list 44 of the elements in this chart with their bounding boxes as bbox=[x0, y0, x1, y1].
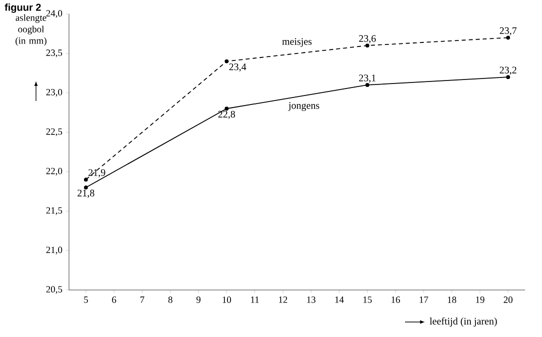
y-tick-label: 22,0 bbox=[46, 168, 62, 176]
data-label: 23,6 bbox=[359, 35, 376, 44]
x-tick-label: 5 bbox=[84, 296, 88, 303]
x-axis-title: leeftijd (in jaren) bbox=[430, 317, 497, 327]
data-label: 23,1 bbox=[359, 74, 376, 83]
x-tick-label: 8 bbox=[168, 296, 172, 303]
x-tick-label: 14 bbox=[335, 296, 344, 303]
data-label: 23,2 bbox=[500, 66, 516, 75]
x-tick-label: 18 bbox=[448, 296, 456, 303]
data-label: 21,8 bbox=[78, 190, 94, 198]
data-label: 23,4 bbox=[229, 64, 246, 72]
y-tick-label: 23,5 bbox=[46, 50, 62, 58]
chart-title: figuur 2 bbox=[4, 4, 41, 13]
data-label: 22,8 bbox=[218, 110, 236, 120]
point bbox=[365, 83, 370, 87]
point bbox=[365, 44, 370, 48]
x-tick-label: 11 bbox=[251, 296, 259, 303]
point bbox=[84, 186, 88, 190]
data-label: 23,7 bbox=[500, 27, 517, 36]
x-tick-label: 19 bbox=[476, 296, 484, 303]
point bbox=[84, 178, 88, 182]
point bbox=[506, 75, 510, 80]
x-tick-label: 15 bbox=[363, 296, 372, 303]
x-tick-label: 20 bbox=[504, 296, 512, 303]
x-tick-label: 16 bbox=[392, 296, 400, 303]
series-label: meisjes bbox=[282, 38, 312, 47]
x-tick-label: 10 bbox=[222, 296, 232, 303]
y-tick-label: 21,5 bbox=[46, 207, 62, 216]
y-tick-label: 20,5 bbox=[46, 286, 62, 294]
y-tick-label: 21,0 bbox=[46, 246, 62, 254]
series-label: jongens bbox=[288, 102, 320, 111]
y-axis-title: aslengte oogbol (in mm) bbox=[16, 14, 46, 46]
y-tick-label: 22,5 bbox=[46, 128, 62, 136]
point bbox=[224, 59, 229, 64]
x-tick-label: 9 bbox=[196, 296, 200, 303]
x-tick-label: 13 bbox=[307, 296, 316, 303]
y-tick-label: 24,0 bbox=[46, 10, 62, 18]
x-tick-label: 17 bbox=[420, 296, 428, 303]
data-label: 21,9 bbox=[88, 169, 106, 178]
point bbox=[506, 36, 510, 40]
x-tick-label: 6 bbox=[112, 296, 116, 303]
x-tick-label: 7 bbox=[140, 296, 144, 303]
x-tick-label: 12 bbox=[279, 296, 288, 303]
y-tick-label: 23,0 bbox=[46, 88, 62, 97]
